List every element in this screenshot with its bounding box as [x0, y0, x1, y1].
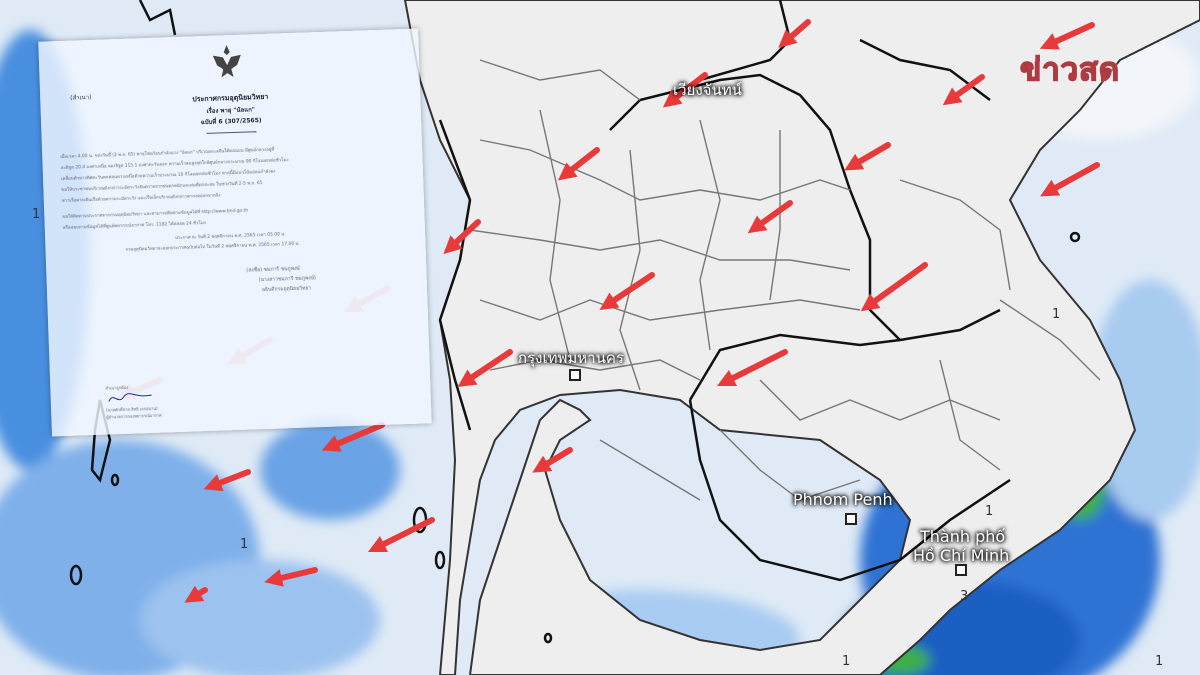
wind-arrow [860, 262, 928, 312]
divider [206, 131, 257, 134]
city-label-vientiane: เวียงจันทน์ [673, 81, 742, 99]
wind-arrow [662, 72, 708, 108]
handwritten-signature-icon [108, 393, 152, 402]
contour-label: 3 [960, 589, 968, 604]
khaosod-logo: ข่าวสด [1019, 51, 1121, 89]
garuda-emblem-icon [212, 45, 241, 78]
contour-label: 1 [985, 504, 993, 519]
wind-arrow [716, 349, 788, 387]
wind-arrow [321, 422, 385, 452]
city-marker-hcmc [955, 564, 967, 576]
contour-label: 1 [240, 537, 248, 552]
wind-arrow [1040, 162, 1100, 197]
wind-arrow [778, 19, 811, 48]
wind-arrow [599, 272, 655, 310]
province-borders [469, 59, 1101, 501]
contour-labels: 1 1 1 1 1 3 1 [32, 207, 1163, 669]
city-label-phnom-penh: Phnom Penh [793, 490, 893, 509]
wind-arrow [443, 219, 481, 255]
wind-arrow [184, 585, 208, 603]
wind-arrow [557, 147, 600, 181]
city-label-hcmc-2: Hồ Chí Minh [913, 546, 1010, 565]
wind-arrow [264, 567, 318, 587]
wind-arrow [457, 349, 513, 387]
city-marker-phnom-penh [845, 513, 857, 525]
city-label-hcmc-1: Thành phố [920, 527, 1006, 546]
tmd-announcement-document: (สำเนา) ประกาศกรมอุตุนิยมวิทยา เรื่อง พา… [38, 28, 432, 437]
wind-arrow [1039, 22, 1095, 50]
wind-arrow [367, 517, 435, 553]
contour-label: 1 [1052, 307, 1060, 322]
wind-arrow [532, 447, 573, 473]
wind-arrow [747, 200, 793, 234]
contour-label: 1 [32, 207, 40, 222]
next-issue: กรมอุตุนิยมวิทยาจะออกประกาศฉบับต่อไป ในว… [125, 241, 300, 253]
contour-label: 1 [1155, 654, 1163, 669]
wind-arrow [203, 469, 251, 492]
wind-arrow [942, 74, 985, 106]
wind-arrow [844, 142, 891, 171]
city-marker-bangkok [569, 369, 581, 381]
city-label-bangkok: กรุงเทพมหานคร [518, 349, 624, 367]
contour-label: 1 [842, 654, 850, 669]
certified-copy-note: สำเนาถูกต้อง [105, 384, 129, 391]
